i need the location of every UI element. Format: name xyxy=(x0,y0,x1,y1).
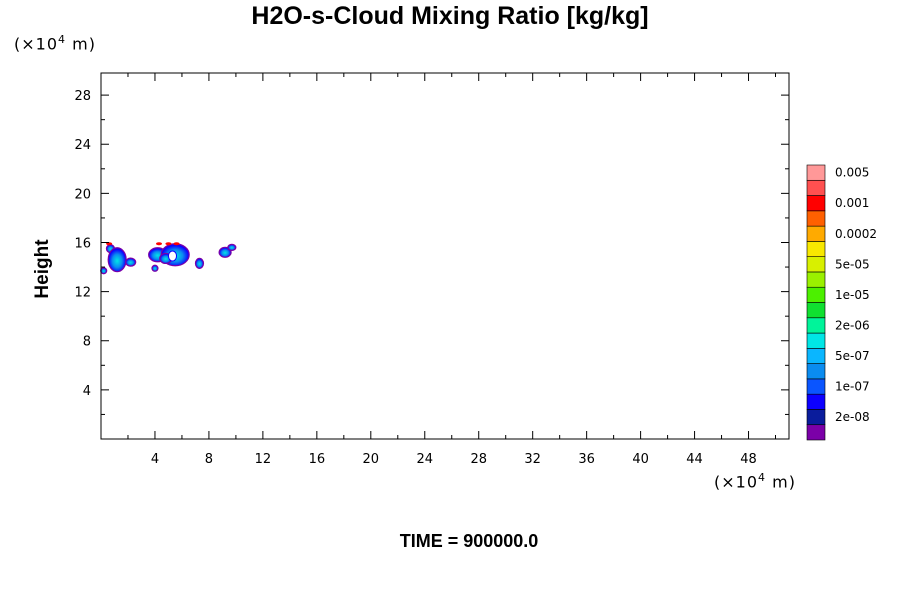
colorbar-label: 1e-07 xyxy=(835,380,870,394)
colorbar-swatch xyxy=(806,256,826,273)
colorbar-label: 1e-05 xyxy=(835,288,870,302)
cloud-patch xyxy=(151,264,159,272)
y-tick-label: 28 xyxy=(74,89,91,104)
y-tick-label: 16 xyxy=(74,236,91,251)
colorbar-swatch xyxy=(806,225,826,242)
y-tick-label: 4 xyxy=(83,384,91,399)
colorbar-label: 2e-08 xyxy=(835,410,870,424)
colorbar-swatch xyxy=(806,210,826,227)
y-tick-label: 8 xyxy=(83,335,91,350)
time-label: TIME = 900000.0 xyxy=(399,531,539,551)
colorbar-swatch xyxy=(806,179,826,196)
colorbar-swatch xyxy=(806,378,826,395)
y-axis-unit: (×104 m) xyxy=(14,33,96,53)
colorbar-swatch xyxy=(806,164,826,181)
colorbar-swatch xyxy=(806,348,826,364)
colorbar: 2e-08 1e-07 5e-07 2e-06 1e-05 5e-05 0.0002 0.00… xyxy=(806,164,877,441)
x-tick-label: 8 xyxy=(205,452,213,467)
y-tick-label: 24 xyxy=(74,138,91,153)
x-tick-label: 24 xyxy=(416,452,433,467)
colorbar-swatch xyxy=(806,195,826,212)
x-tick-label: 12 xyxy=(255,452,272,467)
x-tick-label: 44 xyxy=(686,452,703,467)
x-unit-suffix: m) xyxy=(766,472,796,492)
x-tick-label: 40 xyxy=(632,452,649,467)
x-unit-prefix: (×10 xyxy=(714,472,759,492)
y-axis-ticks: 4 8 12 16 20 24 28 xyxy=(74,89,789,415)
colorbar-label: 2e-06 xyxy=(835,318,870,332)
cloud-patch-top xyxy=(156,242,163,246)
x-tick-label: 36 xyxy=(578,452,595,467)
chart-title: H2O-s-Cloud Mixing Ratio [kg/kg] xyxy=(251,2,649,30)
x-unit-exponent: 4 xyxy=(758,471,767,484)
x-axis-unit: (×104 m) xyxy=(714,471,796,491)
cloud-patch xyxy=(227,243,237,252)
x-tick-label: 32 xyxy=(524,452,541,467)
colorbar-label: 0.0002 xyxy=(835,227,877,241)
x-tick-label: 28 xyxy=(470,452,487,467)
x-axis-ticks: 4 8 12 16 20 24 28 32 36 40 44 48 xyxy=(127,73,777,467)
colorbar-swatch xyxy=(806,393,826,410)
cloud-patches xyxy=(100,242,237,275)
cloud-patch-top xyxy=(173,242,180,246)
cloud-patch xyxy=(107,247,127,273)
y-tick-label: 20 xyxy=(74,187,91,202)
plot-area xyxy=(100,72,790,440)
colorbar-swatch xyxy=(806,363,826,380)
cloud-patch xyxy=(100,267,108,275)
colorbar-swatch xyxy=(806,302,826,319)
colorbar-swatch xyxy=(806,286,826,303)
colorbar-swatch xyxy=(806,241,826,257)
x-tick-label: 16 xyxy=(309,452,326,467)
y-tick-label: 12 xyxy=(74,286,91,301)
y-unit-suffix: m) xyxy=(66,34,96,54)
cloud-patch xyxy=(194,257,205,269)
colorbar-swatch xyxy=(806,271,826,288)
colorbar-label: 0.005 xyxy=(835,166,869,180)
x-tick-label: 4 xyxy=(151,452,159,467)
cloud-hole xyxy=(167,250,177,262)
x-tick-label: 20 xyxy=(363,452,380,467)
colorbar-label: 0.001 xyxy=(835,196,869,210)
colorbar-swatch xyxy=(806,424,826,441)
cloud-patch xyxy=(125,257,137,267)
colorbar-label: 5e-07 xyxy=(835,349,870,363)
colorbar-swatch xyxy=(806,317,826,334)
y-unit-prefix: (×10 xyxy=(14,34,59,54)
colorbar-swatch xyxy=(806,409,826,426)
colorbar-label: 5e-05 xyxy=(835,257,870,271)
cloud-patch-top xyxy=(165,242,172,246)
colorbar-swatch xyxy=(806,332,826,349)
x-tick-label: 48 xyxy=(740,452,757,467)
y-unit-exponent: 4 xyxy=(58,33,67,46)
